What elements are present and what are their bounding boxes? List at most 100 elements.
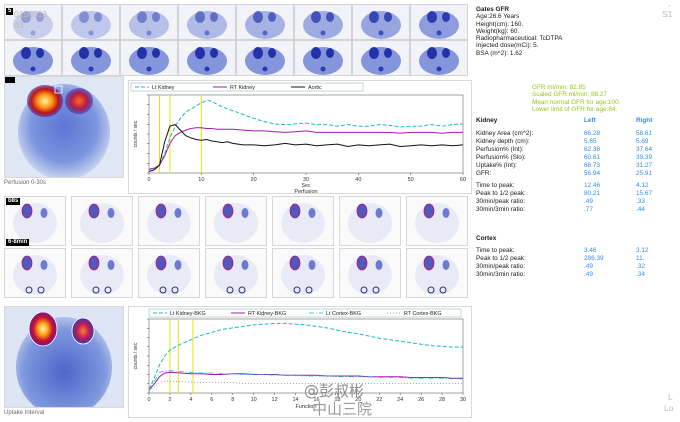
x-tick-label: 6 — [210, 397, 213, 403]
metric-left-value: 66.28 — [584, 130, 600, 137]
legend-label: RT Kidney — [230, 85, 255, 91]
metric-right-value: 3.12 — [636, 247, 649, 254]
gfr-value: GFR ml/min: 82.85 — [532, 84, 586, 91]
metric-label: 30min/peak ratio: — [476, 198, 526, 205]
grid-badge-2: 6-8min — [6, 239, 30, 246]
frame-thumbnail[interactable] — [4, 4, 62, 40]
frame-thumbnail[interactable] — [352, 40, 410, 76]
frame-thumbnail[interactable] — [294, 4, 352, 40]
frame-thumbnail[interactable] — [236, 4, 294, 40]
patient-code-badge: 5 — [6, 8, 14, 15]
metric-left-value: 286.39 — [584, 255, 604, 262]
frame-thumbnail[interactable] — [410, 4, 468, 40]
sequential-frame[interactable] — [406, 196, 468, 246]
frame-thumbnail[interactable] — [4, 40, 62, 76]
sequential-frame[interactable] — [272, 196, 334, 246]
sequential-frame[interactable] — [71, 196, 133, 246]
info-radiopharm: Radiopharmaceutical: TcDTPA — [476, 35, 563, 43]
metric-label: 30min/peak ratio: — [476, 263, 526, 270]
metric-right-value: .44 — [636, 206, 645, 213]
x-tick-label: 0 — [147, 397, 150, 403]
metric-right-value: 58.61 — [636, 130, 652, 137]
perfusion-image[interactable] — [4, 76, 124, 180]
x-tick-label: 8 — [231, 397, 234, 403]
metric-label: Time to peak: — [476, 182, 515, 189]
metric-right-value: 25.91 — [636, 170, 652, 177]
info-dose: Injected dose(mCi): 5. — [476, 42, 539, 50]
info-height: Height(cm): 160. — [476, 20, 524, 28]
frame-thumbnail[interactable] — [178, 4, 236, 40]
frame-thumbnail[interactable] — [120, 4, 178, 40]
metric-label: Kidney depth (cm): — [476, 138, 530, 145]
metric-left-value: 56.94 — [584, 170, 600, 177]
metric-left-value: .49 — [584, 263, 593, 270]
frame-thumbnail[interactable] — [62, 40, 120, 76]
scaled-gfr-value: Scaled GFR ml/min: 88.27 — [532, 91, 607, 99]
metric-right-value: .33 — [636, 198, 645, 205]
sequential-frame[interactable] — [205, 196, 267, 246]
x-tick-label: 10 — [251, 397, 257, 403]
x-tick-label: 20 — [251, 177, 257, 183]
sequential-frame[interactable] — [138, 248, 200, 298]
legend-label: Lt Kidney — [152, 85, 175, 91]
series-line-lt-kidney-bkg — [148, 322, 463, 390]
cortex-timing-table: Time to peak: 3.46 3.12 Peak to 1/2 peak: 28… — [476, 247, 676, 279]
col-left-header: Left — [584, 117, 596, 124]
legend-label: Aortic — [308, 85, 322, 91]
function-chart-panel: 0 2 4 6 8 10 12 14 16 18 20 22 24 26 28 30 Function count… — [128, 306, 472, 418]
frame-thumbnail[interactable] — [178, 40, 236, 76]
metric-label: Peak to 1/2 peak: — [476, 190, 526, 197]
metric-right-value: .32 — [636, 263, 645, 270]
sequential-frame[interactable] — [71, 248, 133, 298]
frame-thumbnail[interactable] — [120, 40, 178, 76]
watermark-hospital: 中山三院 — [312, 400, 373, 418]
metric-right-value: 4.12 — [636, 182, 649, 189]
perfusion-label: Perfusion 0-30s — [4, 180, 47, 186]
frame-thumbnail[interactable] — [410, 40, 468, 76]
patient-code-3: 03 — [14, 20, 24, 30]
sequential-frame[interactable] — [339, 196, 401, 246]
x-axis-label: Perfusion — [294, 189, 317, 193]
study-title: Gates GFR — [476, 6, 510, 13]
perfusion-scan-graphic — [5, 77, 110, 180]
uptake-scan-graphic — [16, 311, 112, 417]
uptake-label: Uptake Interval — [4, 410, 45, 416]
x-tick-label: 60 — [460, 177, 466, 183]
patient-code-2: 0150513 — [14, 9, 48, 19]
sequential-frame[interactable] — [138, 196, 200, 246]
legend-box — [148, 308, 462, 318]
sequential-frame[interactable] — [339, 248, 401, 298]
x-tick-label: 24 — [397, 397, 403, 403]
x-tick-label: 22 — [376, 397, 382, 403]
frame-thumbnail[interactable] — [236, 40, 294, 76]
frame-thumbnail[interactable] — [352, 4, 410, 40]
x-axis-label: Function — [295, 404, 316, 410]
mean-normal-gfr: Mean normal GFR for age:100. — [532, 98, 621, 106]
metric-left-value: .49 — [584, 271, 593, 278]
metric-right-value: 15.67 — [636, 190, 652, 197]
x-tick-label: 30 — [460, 397, 466, 403]
right-code-1: - — [668, 0, 671, 10]
metric-right-value: .34 — [636, 271, 645, 278]
frame-thumbnail[interactable] — [62, 4, 120, 40]
x-tick-label: 0 — [147, 177, 150, 183]
uptake-image[interactable] — [4, 306, 124, 417]
metric-left-value: 12.46 — [584, 182, 600, 189]
sequential-frames-grid — [4, 196, 470, 300]
kidney-metrics-table: Kidney Area (cm^2): 66.28 58.61 Kidney dept… — [476, 130, 676, 180]
x-tick-label: 4 — [189, 397, 192, 403]
metric-left-value: 60.61 — [584, 154, 600, 161]
study-info: Gates GFR Age:26.6 Years Height(cm): 160… — [476, 6, 562, 57]
metric-left-value: .77 — [584, 206, 593, 213]
metric-label: Perfusion% (Int): — [476, 146, 524, 153]
frame-thumbnail[interactable] — [294, 40, 352, 76]
x-axis-unit: Sec — [302, 183, 311, 189]
sequential-frame[interactable] — [4, 248, 66, 298]
sequential-frame[interactable] — [272, 248, 334, 298]
sequential-frame[interactable] — [406, 248, 468, 298]
metric-label: 30min/3min ratio: — [476, 271, 526, 278]
dynamic-frames-strip — [4, 4, 470, 76]
sequential-frame[interactable] — [205, 248, 267, 298]
perfusion-chart-panel: 0 10 20 30 40 50 60 Sec Perfusion counts / sec Lt … — [128, 80, 472, 195]
y-axis-label: counts / sec — [133, 120, 139, 147]
